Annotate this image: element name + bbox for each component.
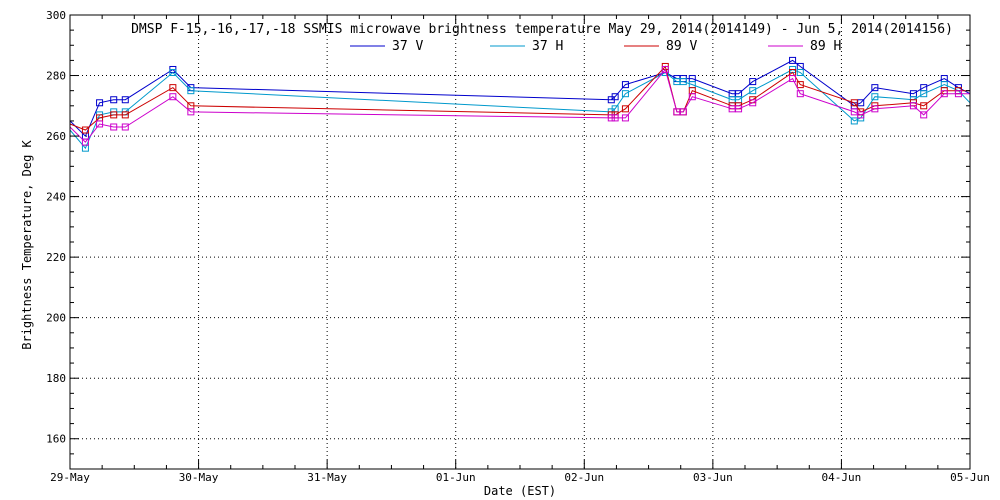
data-point	[169, 93, 177, 101]
y-tick-label: 260	[46, 130, 66, 143]
data-point	[621, 114, 629, 122]
data-point	[621, 105, 629, 113]
data-point	[611, 93, 619, 101]
series-line-37-v	[69, 59, 971, 137]
data-point	[81, 138, 89, 146]
series-line-37-h	[69, 68, 971, 150]
data-point	[735, 105, 743, 113]
series-line-89-v	[69, 65, 970, 131]
data-point	[789, 75, 797, 83]
data-point	[621, 81, 629, 89]
data-point	[920, 90, 928, 98]
data-point	[121, 96, 129, 104]
legend-label-89-v: 89 V	[666, 39, 697, 54]
data-point	[81, 126, 89, 134]
x-tick-label: 02-Jun	[564, 471, 604, 484]
y-tick-label: 220	[46, 251, 66, 264]
data-point	[749, 78, 757, 86]
series-37-v	[69, 56, 971, 140]
data-point	[187, 108, 195, 116]
data-point	[607, 114, 615, 122]
data-point	[789, 56, 797, 64]
axis-ticks	[69, 14, 971, 470]
x-tick-label: 05-Jun	[950, 471, 990, 484]
data-point	[169, 84, 177, 92]
series-89-v	[69, 62, 970, 134]
grid-lines	[70, 15, 970, 469]
plot-frame	[69, 14, 971, 470]
data-point	[110, 123, 118, 131]
y-tick-label: 240	[46, 191, 66, 204]
data-point	[796, 69, 804, 77]
y-axis-label: Brightness Temperature, Deg K	[20, 139, 34, 349]
data-point	[940, 90, 948, 98]
y-tick-label: 180	[46, 372, 66, 385]
data-point	[679, 108, 687, 116]
series-37-h	[69, 65, 971, 152]
x-tick-label: 29-May	[50, 471, 90, 484]
data-point	[611, 114, 619, 122]
legend: 37 V 37 H 89 V 89 H	[350, 39, 841, 54]
data-point	[621, 90, 629, 98]
data-point	[920, 102, 928, 110]
data-point	[96, 99, 104, 107]
data-point	[796, 81, 804, 89]
data-point	[121, 111, 129, 119]
legend-label-89-h: 89 H	[810, 39, 841, 54]
x-tick-label: 04-Jun	[822, 471, 862, 484]
series-line-89-h	[69, 68, 970, 143]
legend-label-37-v: 37 V	[392, 39, 423, 54]
y-tick-label: 280	[46, 70, 66, 83]
data-point	[796, 90, 804, 98]
y-tick-label: 300	[46, 9, 66, 22]
data-point	[110, 96, 118, 104]
data-point	[920, 111, 928, 119]
data-point	[871, 105, 879, 113]
data-point	[857, 111, 865, 119]
tick-labels: 160 180 200 220 240 260 280 300 29-May 30-May 31-M…	[46, 9, 990, 484]
data-point	[169, 69, 177, 77]
data-point	[661, 65, 669, 73]
chart-title: DMSP F-15,-16,-17,-18 SSMIS microwave br…	[131, 22, 953, 37]
legend-label-37-h: 37 H	[532, 39, 563, 54]
y-tick-label: 160	[46, 433, 66, 446]
series-89-h	[69, 65, 970, 146]
data-point	[749, 87, 757, 95]
x-tick-label: 03-Jun	[693, 471, 733, 484]
data-point	[679, 78, 687, 86]
x-axis-label: Date (EST)	[484, 484, 556, 498]
data-point	[96, 120, 104, 128]
data-point	[871, 84, 879, 92]
x-tick-label: 31-May	[307, 471, 347, 484]
data-point	[187, 87, 195, 95]
y-tick-label: 200	[46, 312, 66, 325]
data-point	[909, 102, 917, 110]
data-point	[688, 93, 696, 101]
data-series	[69, 56, 971, 152]
data-point	[121, 123, 129, 131]
data-point	[954, 90, 962, 98]
data-point	[871, 93, 879, 101]
x-tick-label: 30-May	[179, 471, 219, 484]
data-point	[850, 99, 858, 107]
data-point	[110, 111, 118, 119]
data-point	[749, 99, 757, 107]
x-tick-label: 01-Jun	[436, 471, 476, 484]
